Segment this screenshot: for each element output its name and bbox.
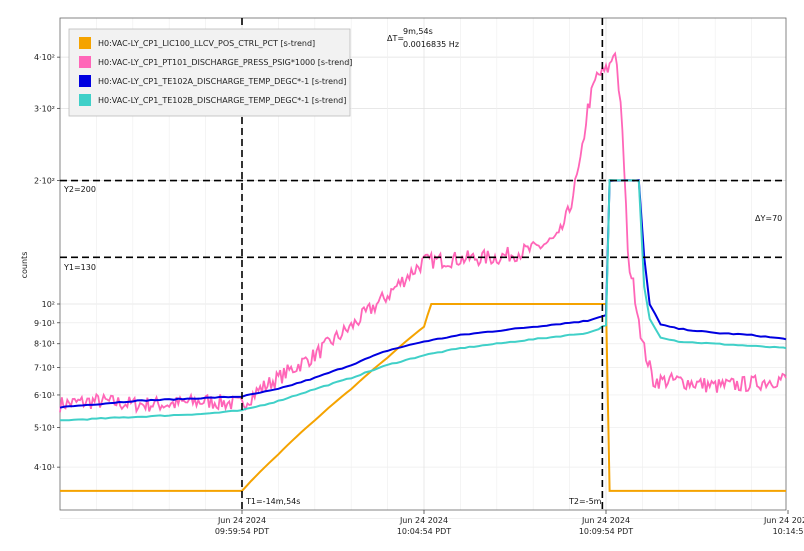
legend-label: H0:VAC-LY_CP1_LIC100_LLCV_POS_CTRL_PCT [… — [98, 39, 315, 48]
legend-item[interactable]: H0:VAC-LY_CP1_TE102B_DISCHARGE_TEMP_DEGC… — [79, 94, 346, 106]
y-axis-label: counts — [20, 252, 29, 279]
y-tick-label: 8·10¹ — [34, 340, 55, 349]
t1-label: T1=-14m,54s — [245, 497, 300, 506]
x-tick-time: 09:59:54 PDT — [215, 527, 269, 536]
cursor-lines[interactable] — [60, 18, 786, 510]
t2-label: T2=-5m — [568, 497, 602, 506]
series-line — [60, 179, 787, 422]
y-tick-label: 3·10² — [34, 104, 55, 113]
axis-ticks: 4·10¹ 5·10¹ 6·10¹ 7·10¹ 8·10¹ 9·10¹ 10² 2·10² 3·… — [34, 53, 804, 536]
y2-label: Y2=200 — [63, 185, 96, 194]
y1-label: Y1=130 — [63, 263, 96, 272]
legend-item[interactable]: H0:VAC-LY_CP1_TE102A_DISCHARGE_TEMP_DEGC… — [79, 75, 346, 87]
plot-frame — [59, 17, 787, 511]
x-tick-date: Jun 24 2024 — [581, 516, 630, 525]
legend-swatch — [79, 94, 91, 106]
legend: H0:VAC-LY_CP1_LIC100_LLCV_POS_CTRL_PCT [… — [68, 28, 352, 117]
legend-swatch — [79, 37, 91, 49]
legend-label: H0:VAC-LY_CP1_PT101_DISCHARGE_PRESS_PSIG… — [98, 58, 352, 67]
series-line — [60, 303, 786, 492]
delta-t-frequency: 0.0016835 Hz — [403, 40, 459, 49]
y-tick-label: 7·10¹ — [34, 364, 55, 373]
legend-item[interactable]: H0:VAC-LY_CP1_LIC100_LLCV_POS_CTRL_PCT [… — [79, 37, 315, 49]
delta-t-label: ΔT= — [387, 34, 404, 43]
x-tick-time: 10:04:54 PDT — [397, 527, 451, 536]
y-tick-label: 10² — [42, 300, 55, 309]
legend-swatch — [79, 56, 91, 68]
legend-item[interactable]: H0:VAC-LY_CP1_PT101_DISCHARGE_PRESS_PSIG… — [79, 56, 352, 68]
legend-label: H0:VAC-LY_CP1_TE102A_DISCHARGE_TEMP_DEGC… — [98, 77, 346, 86]
y-tick-label: 6·10¹ — [34, 391, 55, 400]
x-tick-time: 10:14:5 — [773, 527, 804, 536]
legend-box — [68, 28, 351, 117]
y-tick-label: 2·10² — [34, 177, 55, 186]
x-tick-date: Jun 24 2024 — [217, 516, 266, 525]
x-tick-time: 10:09:54 PDT — [579, 527, 633, 536]
y-tick-label: 4·10¹ — [34, 463, 55, 472]
x-tick-date: Jun 24 2024 — [399, 516, 448, 525]
legend-label: H0:VAC-LY_CP1_TE102B_DISCHARGE_TEMP_DEGC… — [98, 96, 346, 105]
delta-y-label: ΔY=70 — [755, 214, 782, 223]
delta-t-value: 9m,54s — [403, 27, 433, 36]
y-tick-label: 5·10¹ — [34, 423, 55, 432]
y-tick-label: 9·10¹ — [34, 319, 55, 328]
x-tick-date: Jun 24 2024 — [763, 516, 804, 525]
y-tick-label: 4·10² — [34, 53, 55, 62]
series-line — [59, 179, 787, 409]
legend-swatch — [79, 75, 91, 87]
